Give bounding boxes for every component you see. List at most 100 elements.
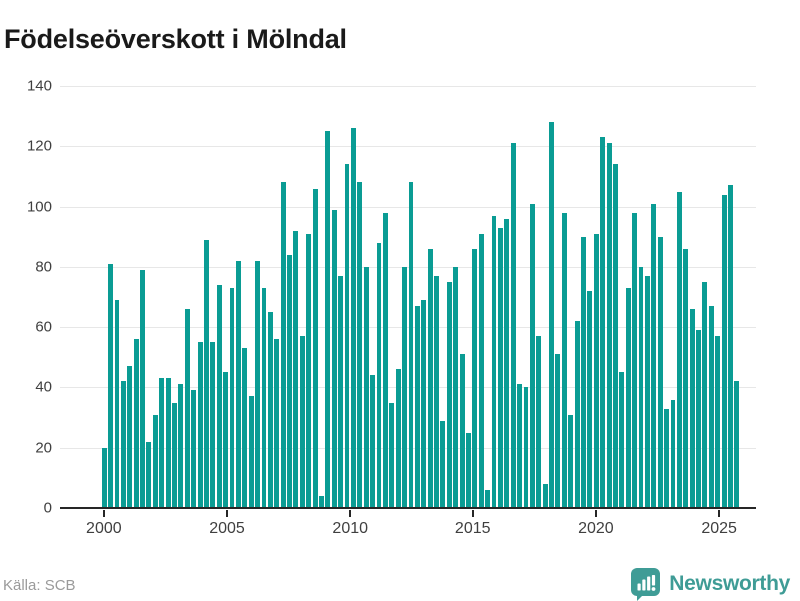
bar-2022q2[interactable] <box>670 399 676 508</box>
bar-2002q4[interactable] <box>172 402 177 508</box>
bar-2005q4[interactable] <box>248 396 254 508</box>
bar-2009q2[interactable] <box>338 275 344 508</box>
bar-2008q2[interactable] <box>312 188 318 508</box>
bar-2024q1[interactable] <box>715 336 721 508</box>
bar-2012q4[interactable] <box>427 248 433 508</box>
bar-2007q1[interactable] <box>280 182 286 508</box>
bar-2011q2[interactable] <box>389 402 395 508</box>
bar-2014q3[interactable] <box>472 248 478 508</box>
bar-2006q1[interactable] <box>255 260 261 508</box>
bar-2003q4[interactable] <box>197 342 203 508</box>
bar-2018q2[interactable] <box>568 414 574 508</box>
bar-2016q3[interactable] <box>523 387 529 508</box>
bar-2021q3[interactable] <box>651 203 657 508</box>
bar-2001q2[interactable] <box>133 339 139 508</box>
bar-2007q2[interactable] <box>287 254 292 508</box>
bar-2011q4[interactable] <box>402 266 407 508</box>
bar-2020q3[interactable] <box>625 287 631 508</box>
bar-2022q3[interactable] <box>676 191 682 508</box>
bar-2018q4[interactable] <box>581 236 586 508</box>
bar-2024q2[interactable] <box>721 194 727 508</box>
bar-2019q3[interactable] <box>600 137 606 508</box>
bar-2016q2[interactable] <box>517 384 523 508</box>
bar-2009q3[interactable] <box>344 164 350 508</box>
bar-2003q2[interactable] <box>184 309 190 508</box>
bar-2000q1[interactable] <box>101 447 107 508</box>
bar-2003q1[interactable] <box>178 384 184 508</box>
bar-2021q2[interactable] <box>644 275 650 508</box>
bar-2022q1[interactable] <box>664 408 670 508</box>
bar-2000q4[interactable] <box>120 381 126 508</box>
bar-2014q1[interactable] <box>459 354 465 508</box>
bar-2005q1[interactable] <box>229 287 235 508</box>
bar-2008q4[interactable] <box>325 131 331 508</box>
newsworthy-logo[interactable]: Newsworthy <box>630 567 790 601</box>
bar-2004q4[interactable] <box>223 372 229 508</box>
bar-2017q1[interactable] <box>536 336 542 508</box>
bar-2013q4[interactable] <box>453 266 459 508</box>
bar-2019q1[interactable] <box>587 290 593 508</box>
bar-2010q1[interactable] <box>357 182 363 508</box>
bar-2011q3[interactable] <box>395 369 401 508</box>
bar-2007q3[interactable] <box>293 230 299 508</box>
bar-2004q3[interactable] <box>216 284 222 508</box>
bar-2000q3[interactable] <box>114 300 120 508</box>
bar-2023q2[interactable] <box>696 330 701 508</box>
bar-2013q2[interactable] <box>440 420 446 508</box>
bar-2020q2[interactable] <box>619 372 625 508</box>
bar-2019q2[interactable] <box>593 233 599 508</box>
bar-2002q2[interactable] <box>159 378 165 508</box>
bar-2023q4[interactable] <box>708 306 714 508</box>
bar-2014q4[interactable] <box>478 233 484 508</box>
bar-2009q1[interactable] <box>331 209 337 508</box>
bar-2024q3[interactable] <box>728 185 733 508</box>
bar-2002q1[interactable] <box>152 414 158 508</box>
bar-2001q1[interactable] <box>127 366 133 508</box>
bar-2016q1[interactable] <box>510 143 516 508</box>
bar-2010q2[interactable] <box>363 266 369 508</box>
bar-2008q1[interactable] <box>306 233 312 508</box>
bar-2022q4[interactable] <box>683 248 689 508</box>
bar-2016q4[interactable] <box>529 203 535 508</box>
bar-2015q1[interactable] <box>485 489 491 508</box>
bar-2006q2[interactable] <box>261 287 267 508</box>
bar-2020q4[interactable] <box>632 212 638 508</box>
bar-2005q2[interactable] <box>235 260 241 508</box>
bar-2001q4[interactable] <box>146 441 152 508</box>
bar-2015q4[interactable] <box>504 218 510 508</box>
bar-2004q1[interactable] <box>204 239 209 508</box>
bar-2015q3[interactable] <box>497 227 503 508</box>
bar-2011q1[interactable] <box>382 212 388 508</box>
bar-2018q3[interactable] <box>574 321 580 508</box>
bar-2023q1[interactable] <box>689 309 695 508</box>
bar-2007q4[interactable] <box>299 336 305 508</box>
bar-2019q4[interactable] <box>606 143 612 508</box>
bar-2021q1[interactable] <box>638 266 644 508</box>
bar-2009q4[interactable] <box>350 128 356 508</box>
bar-2017q3[interactable] <box>549 122 554 508</box>
bar-2023q3[interactable] <box>702 281 708 508</box>
bar-2010q4[interactable] <box>376 242 382 508</box>
bar-2005q3[interactable] <box>242 348 248 508</box>
bar-2000q2[interactable] <box>108 263 114 508</box>
bar-2015q2[interactable] <box>491 215 497 508</box>
bar-2018q1[interactable] <box>561 212 567 508</box>
bar-2010q3[interactable] <box>370 375 376 508</box>
bar-2014q2[interactable] <box>466 432 471 508</box>
bar-2004q2[interactable] <box>210 342 216 508</box>
bar-2001q3[interactable] <box>140 269 145 508</box>
bar-2013q1[interactable] <box>434 275 439 508</box>
bar-2006q4[interactable] <box>274 339 280 508</box>
bar-2003q3[interactable] <box>191 390 197 508</box>
bar-2006q3[interactable] <box>267 312 273 508</box>
bar-2012q1[interactable] <box>408 182 414 508</box>
bar-2008q3[interactable] <box>319 495 324 508</box>
bar-2020q1[interactable] <box>613 164 618 508</box>
bar-2013q3[interactable] <box>446 281 452 508</box>
bar-2017q2[interactable] <box>542 483 548 508</box>
bar-2021q4[interactable] <box>657 236 663 508</box>
bar-2002q3[interactable] <box>165 378 171 508</box>
bar-2017q4[interactable] <box>555 354 561 508</box>
bar-2012q2[interactable] <box>414 306 420 508</box>
bar-2012q3[interactable] <box>421 300 427 508</box>
